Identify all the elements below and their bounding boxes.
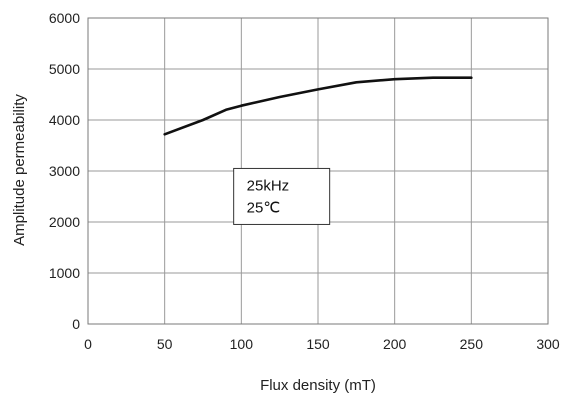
x-tick-label: 100 <box>230 336 254 352</box>
condition-annotation: 25kHz 25℃ <box>233 167 331 225</box>
annotation-text: 25℃ <box>247 199 281 216</box>
x-tick-label: 200 <box>383 336 407 352</box>
annotation-text: 25kHz <box>247 177 290 194</box>
plot-frame <box>87 17 549 325</box>
y-tick-label: 2000 <box>49 214 80 230</box>
y-tick-label: 1000 <box>49 265 80 281</box>
y-tick-label: 4000 <box>49 112 80 128</box>
y-tick-label: 0 <box>72 316 80 332</box>
x-tick-label: 250 <box>460 336 484 352</box>
y-axis-label: Amplitude permeability <box>11 94 28 246</box>
x-tick-label: 150 <box>306 336 330 352</box>
y-tick-label: 6000 <box>49 10 80 26</box>
annotation-box <box>233 167 331 225</box>
series-line <box>163 76 473 136</box>
x-tick-label: 0 <box>84 336 92 352</box>
grid-lines <box>87 17 549 325</box>
x-tick-label: 50 <box>157 336 173 352</box>
y-tick-labels: 0 1000 2000 3000 4000 5000 6000 <box>49 10 80 332</box>
x-tick-label: 300 <box>536 336 560 352</box>
series-lines <box>163 76 473 136</box>
y-tick-label: 5000 <box>49 61 80 77</box>
x-tick-labels: 0 50 100 150 200 250 300 <box>84 336 560 352</box>
x-axis-label: Flux density (mT) <box>260 377 376 394</box>
y-tick-label: 3000 <box>49 163 80 179</box>
